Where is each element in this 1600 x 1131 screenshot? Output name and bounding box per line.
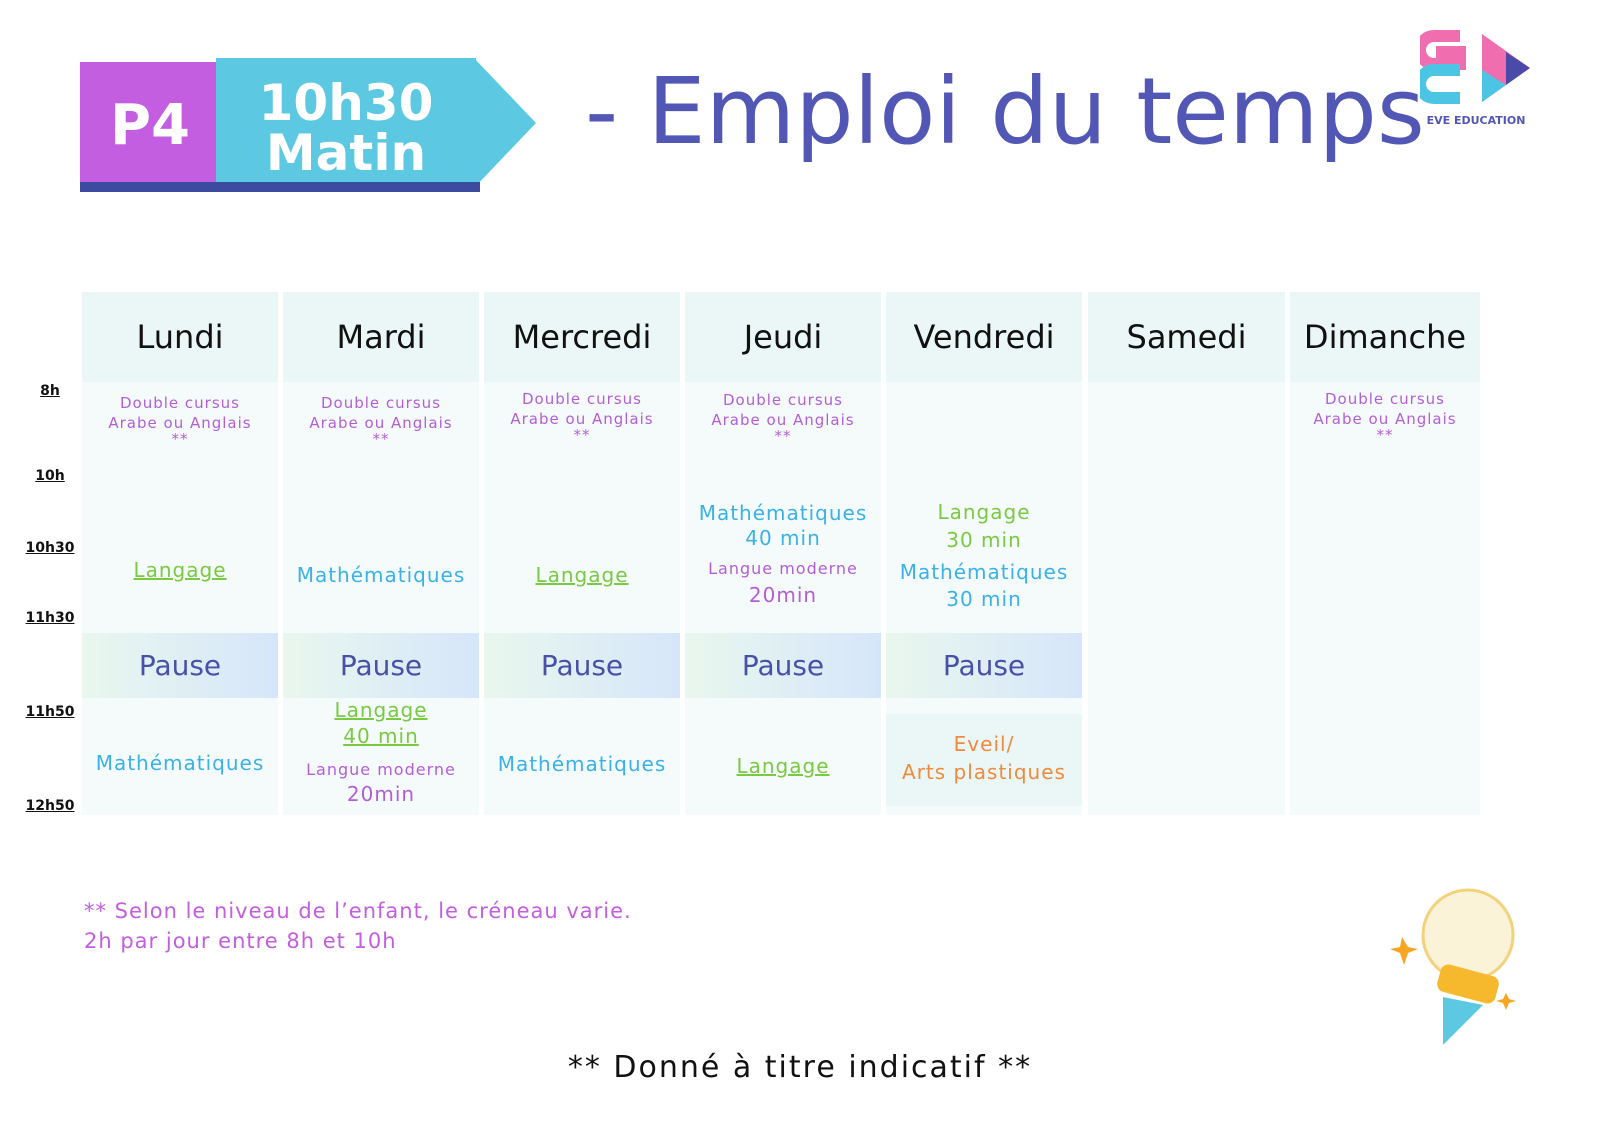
pause-slot: Pause xyxy=(484,633,680,698)
time-label: 10h30 xyxy=(25,540,75,556)
pause-slot: Pause xyxy=(283,633,479,698)
day-header: Dimanche xyxy=(1290,292,1480,382)
slot-text: 20min xyxy=(346,782,416,806)
pause-slot: Pause xyxy=(886,633,1082,698)
time-banner: 10h30 Matin xyxy=(216,58,476,188)
slot-text: Langue moderne xyxy=(306,760,456,779)
slot-text: Arts plastiques xyxy=(902,760,1066,784)
time-label: 10h xyxy=(35,468,65,484)
day-column: Lundi Double cursus Arabe ou Anglais ** Lang… xyxy=(82,292,278,815)
slot-text: ** xyxy=(171,430,189,448)
slot-text: Arabe ou Anglais xyxy=(309,414,453,432)
level-banner: P4 xyxy=(80,62,220,190)
slot-text: Langage xyxy=(133,558,227,582)
slot-text: Arabe ou Anglais xyxy=(108,414,252,432)
note-line-1: ** Selon le niveau de l’enfant, le créne… xyxy=(84,899,632,923)
eveil-slot: Eveil/ Arts plastiques xyxy=(886,714,1082,806)
time-label: 8h xyxy=(40,383,60,399)
slot-text: Double cursus xyxy=(723,391,843,409)
slot-text: Langage xyxy=(535,563,629,587)
time-label: 11h30 xyxy=(25,610,75,626)
period-label: Matin xyxy=(265,124,427,182)
day-column: Vendredi Langage 30 min Mathématiques 30 min… xyxy=(886,292,1082,815)
slot-text: Arabe ou Anglais xyxy=(1313,410,1457,428)
time-label: 12h50 xyxy=(25,798,75,814)
logo-text: EVE EDUCATION xyxy=(1426,114,1526,127)
slot-text: Double cursus xyxy=(120,394,240,412)
day-header: Samedi xyxy=(1088,292,1285,382)
slot-text: Arabe ou Anglais xyxy=(711,411,855,429)
slot-text: ** xyxy=(372,430,390,448)
day-header: Mardi xyxy=(283,292,479,382)
slot-text: Double cursus xyxy=(522,390,642,408)
slot-text: 30 min xyxy=(946,587,1022,611)
slot-text: Arabe ou Anglais xyxy=(510,410,654,428)
slot-text: Mathématiques xyxy=(95,751,265,775)
slot-text: Langue moderne xyxy=(708,559,858,578)
slot-text: ** xyxy=(774,427,792,445)
slot-text: Langage xyxy=(937,500,1031,524)
day-header: Jeudi xyxy=(685,292,881,382)
slot-text: ** xyxy=(573,426,591,444)
eve-education-logo: EVE EDUCATION xyxy=(1414,30,1532,127)
day-header: Lundi xyxy=(82,292,278,382)
lightbulb-illustration xyxy=(1388,885,1528,1050)
footer-disclaimer: ** Donné à titre indicatif ** xyxy=(567,1050,1033,1085)
slot-text: Mathématiques xyxy=(296,563,466,587)
note-line-2: 2h par jour entre 8h et 10h xyxy=(84,929,397,953)
notes: ** Selon le niveau de l’enfant, le créne… xyxy=(84,896,632,956)
day-header: Mercredi xyxy=(484,292,680,382)
pause-slot: Pause xyxy=(685,633,881,698)
slot-text: Mathématiques xyxy=(497,752,667,776)
slot-text: 40 min xyxy=(745,526,821,550)
day-column: Samedi xyxy=(1088,292,1285,815)
slot-text: Mathématiques xyxy=(899,560,1069,584)
banner-shadow xyxy=(80,182,480,192)
slot-text: ** xyxy=(1376,426,1394,444)
slot-text: Eveil/ xyxy=(953,732,1015,756)
day-column: Mercredi Double cursus Arabe ou Anglais ** L… xyxy=(484,292,680,815)
banner-arrow xyxy=(474,58,536,188)
slot-text: 40 min xyxy=(343,724,419,748)
slot-text: Mathématiques xyxy=(698,501,868,525)
time-label: 11h50 xyxy=(25,704,75,720)
time-label: 10h30 xyxy=(258,74,434,132)
level-label: P4 xyxy=(109,93,190,158)
slot-text: 30 min xyxy=(946,528,1022,552)
page-title: - Emploi du temps xyxy=(585,58,1425,165)
pause-slot: Pause xyxy=(82,633,278,698)
day-header: Vendredi xyxy=(886,292,1082,382)
slot-text: Langage xyxy=(334,698,428,722)
day-column: Jeudi Double cursus Arabe ou Anglais ** Math… xyxy=(685,292,881,815)
slot-text: 20min xyxy=(748,583,818,607)
slot-text: Double cursus xyxy=(321,394,441,412)
day-column: Dimanche Double cursus Arabe ou Anglais ** xyxy=(1290,292,1480,815)
slot-text: Double cursus xyxy=(1325,390,1445,408)
day-column: Mardi Double cursus Arabe ou Anglais ** Math… xyxy=(283,292,479,815)
slot-text: Langage xyxy=(736,754,830,778)
